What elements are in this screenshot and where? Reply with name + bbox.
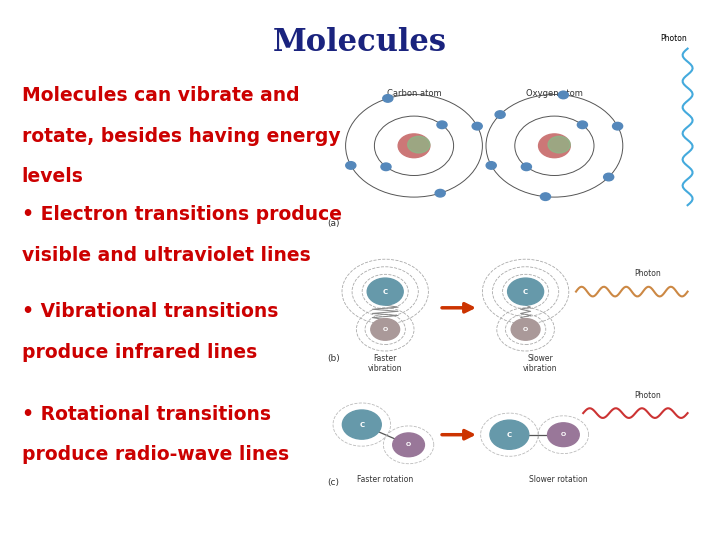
Circle shape [541,193,551,200]
Circle shape [437,121,447,129]
Circle shape [577,121,588,129]
Text: C: C [359,422,364,428]
Text: O: O [561,432,566,437]
Circle shape [383,94,393,102]
Text: produce radio-wave lines: produce radio-wave lines [22,446,289,464]
Text: Molecules can vibrate and: Molecules can vibrate and [22,86,300,105]
Text: levels: levels [22,167,84,186]
Text: (a): (a) [328,219,340,228]
Circle shape [548,136,570,153]
Circle shape [486,161,496,169]
Text: Faster rotation: Faster rotation [357,475,413,484]
Text: C: C [507,431,512,438]
Circle shape [495,111,505,118]
Circle shape [398,134,430,158]
Text: O: O [523,327,528,332]
Circle shape [343,410,382,439]
Circle shape [435,190,445,197]
Circle shape [511,319,540,340]
Circle shape [346,161,356,169]
Text: C: C [382,288,388,295]
Circle shape [371,319,400,340]
Text: rotate, besides having energy: rotate, besides having energy [22,127,341,146]
Circle shape [367,278,403,305]
Circle shape [392,433,424,457]
Circle shape [613,123,623,130]
Circle shape [472,123,482,130]
Text: • Rotational transitions: • Rotational transitions [22,405,271,424]
Circle shape [408,136,430,153]
Circle shape [381,163,391,171]
Text: Photon: Photon [634,390,662,400]
Text: Slower rotation: Slower rotation [528,475,588,484]
Text: visible and ultraviolet lines: visible and ultraviolet lines [22,246,310,265]
Circle shape [603,173,613,181]
Text: Oxygen atom: Oxygen atom [526,89,582,98]
Text: • Vibrational transitions: • Vibrational transitions [22,302,278,321]
Circle shape [521,163,531,171]
Text: O: O [382,327,388,332]
Circle shape [508,278,544,305]
Text: Slower
vibration: Slower vibration [523,354,557,373]
Text: Photon: Photon [660,34,687,43]
Text: Carbon atom: Carbon atom [387,89,441,98]
Text: C: C [523,288,528,295]
Circle shape [539,134,570,158]
Text: O: O [406,442,411,447]
Circle shape [558,91,568,99]
Text: Faster
vibration: Faster vibration [368,354,402,373]
Circle shape [547,423,579,447]
Text: (c): (c) [328,478,340,487]
Circle shape [490,420,528,449]
Text: produce infrared lines: produce infrared lines [22,343,257,362]
Text: (b): (b) [328,354,341,363]
Text: Molecules: Molecules [273,27,447,58]
Text: Photon: Photon [634,269,662,278]
Text: • Electron transitions produce: • Electron transitions produce [22,205,341,224]
